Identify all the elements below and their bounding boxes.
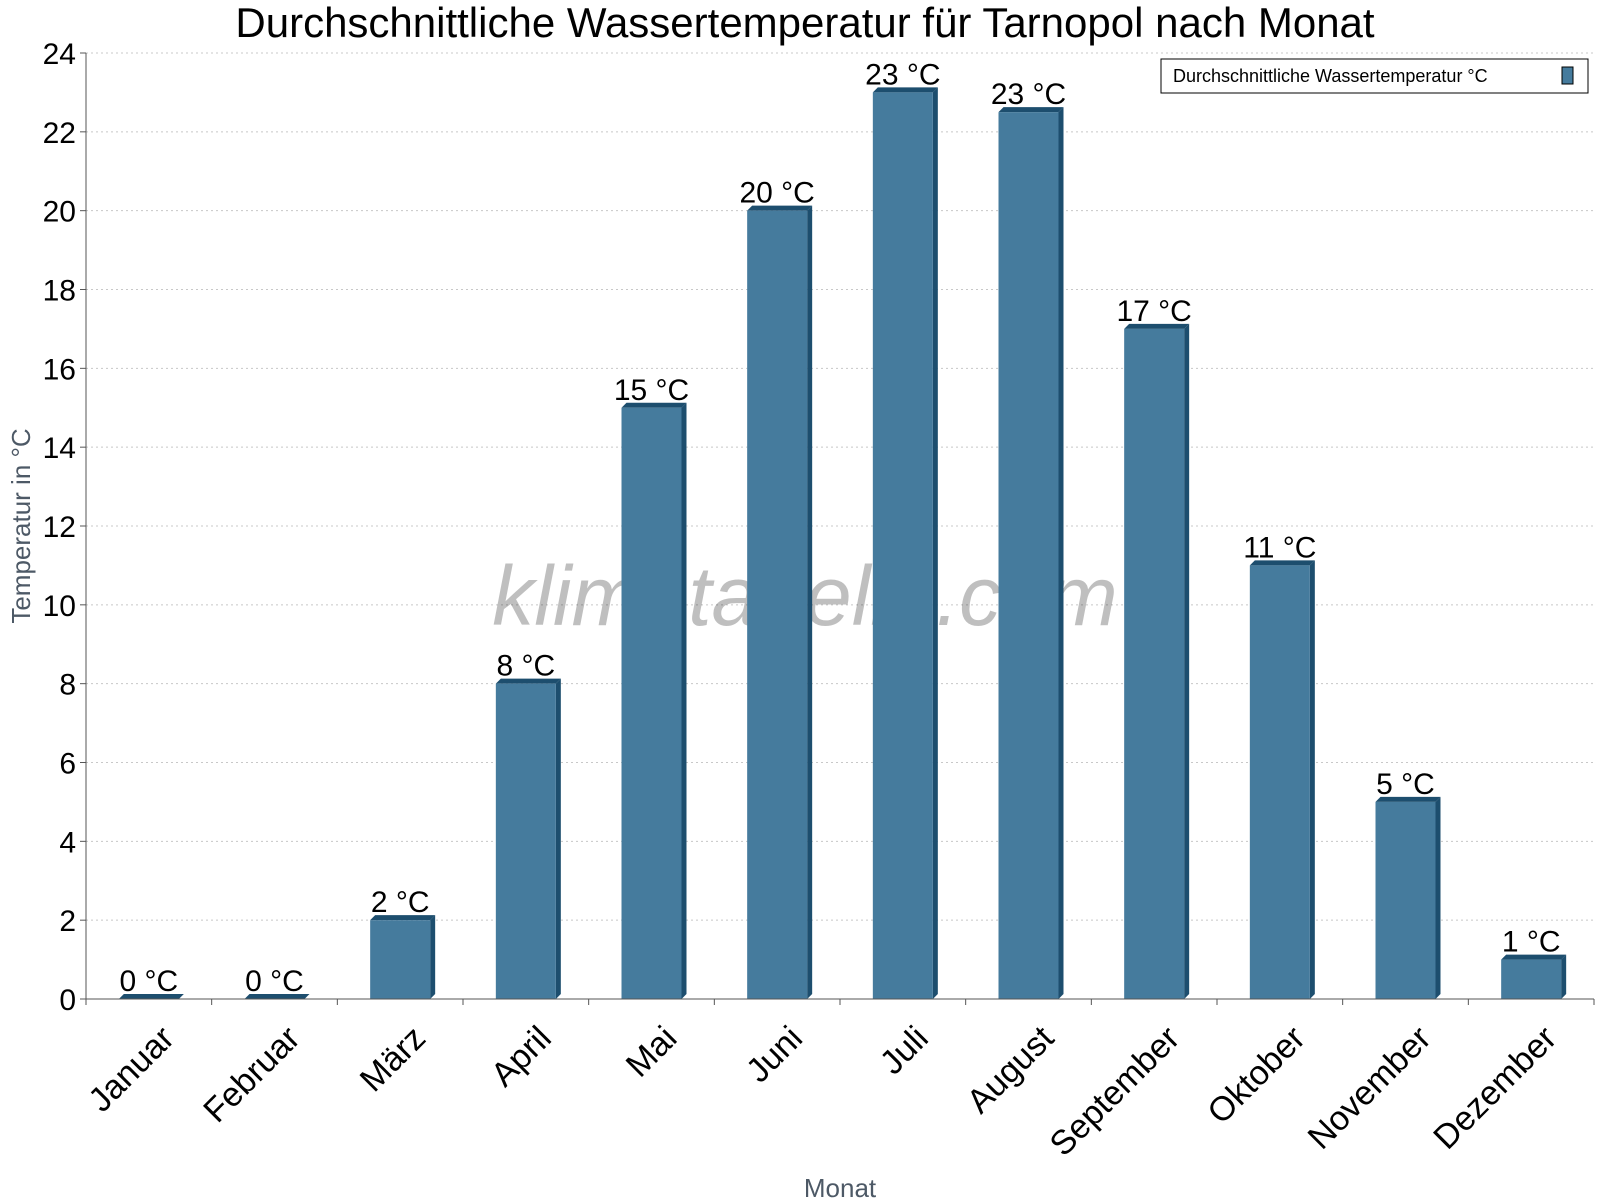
bar: [370, 920, 431, 999]
y-tick-label: 22: [43, 117, 76, 150]
bar: [621, 407, 682, 999]
bar-juni: 20 °C: [739, 177, 815, 999]
data-label: 23 °C: [865, 58, 940, 91]
y-tick-label: 20: [43, 196, 76, 229]
bar-top: [370, 915, 436, 921]
bar-side: [1058, 107, 1064, 999]
bar-oktober: 11 °C: [1243, 531, 1316, 999]
x-tick-label: September: [1043, 1019, 1187, 1163]
y-axis-title: Temperatur in °C: [6, 428, 36, 623]
x-tick-label: April: [484, 1019, 559, 1094]
x-tick-label: Februar: [196, 1019, 307, 1130]
bar-top: [998, 107, 1064, 113]
bar-side: [1561, 954, 1567, 999]
data-label: 2 °C: [371, 886, 430, 919]
y-tick-label: 6: [59, 748, 76, 781]
data-label: 15 °C: [614, 374, 689, 407]
data-label: 1 °C: [1502, 926, 1561, 959]
bar: [1375, 801, 1436, 999]
data-label: 11 °C: [1243, 531, 1316, 564]
bar-top: [872, 87, 938, 93]
bar: [998, 112, 1059, 999]
legend-box: [1160, 58, 1589, 94]
y-tick-label: 4: [59, 826, 76, 859]
legend-swatch: [1561, 66, 1574, 85]
y-tick-label: 16: [43, 353, 76, 386]
y-tick-label: 14: [43, 432, 76, 465]
bar-märz: 2 °C: [370, 886, 436, 999]
x-tick-label: März: [353, 1019, 433, 1099]
bar-side: [430, 915, 436, 999]
bar: [872, 92, 933, 999]
bar-juli: 23 °C: [865, 58, 941, 999]
bar-februar: 0 °C: [244, 965, 310, 999]
bar-august: 23 °C: [991, 78, 1066, 999]
y-tick-label: 18: [43, 275, 76, 308]
bar-top: [1124, 323, 1190, 329]
bar-januar: 0 °C: [118, 965, 184, 999]
grid-lines: [86, 52, 1594, 921]
bar-top: [1501, 954, 1567, 960]
data-label: 0 °C: [245, 965, 304, 998]
data-label: 5 °C: [1376, 768, 1435, 801]
bar-november: 5 °C: [1375, 768, 1441, 999]
bar: [1124, 328, 1185, 1000]
data-label: 8 °C: [496, 650, 555, 683]
bar-dezember: 1 °C: [1501, 926, 1567, 999]
y-tick-label: 8: [59, 669, 76, 702]
bar-side: [932, 87, 938, 999]
bar-top: [1249, 560, 1315, 566]
bar-top: [621, 402, 687, 408]
y-tick-label: 24: [43, 38, 76, 71]
bar-april: 8 °C: [495, 650, 561, 999]
x-axis-title: Monat: [804, 1173, 877, 1200]
bar-series: 0 °C 0 °C 2 °C 8 °C 15 °C 20 °C 23 °C 23 °C 17 °…: [118, 58, 1567, 1000]
x-axis-ticks: Januar Februar März April Mai Juni Juli AugustS…: [81, 999, 1595, 1164]
bar-top: [495, 678, 561, 684]
data-label: 17 °C: [1116, 295, 1191, 328]
bar-top: [118, 994, 184, 999]
x-tick-label: Juni: [739, 1019, 810, 1090]
data-label: 20 °C: [739, 177, 814, 210]
bar: [495, 683, 556, 999]
x-tick-label: Oktober: [1200, 1019, 1312, 1131]
bar-september: 17 °C: [1116, 295, 1192, 1000]
x-tick-label: Dezember: [1426, 1019, 1564, 1157]
y-tick-label: 12: [43, 511, 76, 544]
y-tick-label: 10: [43, 590, 76, 623]
bar-mai: 15 °C: [614, 374, 689, 999]
x-tick-label: Januar: [81, 1019, 181, 1119]
y-tick-label: 0: [59, 984, 76, 1017]
bar-top: [1375, 796, 1441, 802]
x-tick-label: August: [960, 1019, 1062, 1121]
chart-title: Durchschnittliche Wassertemperatur für T…: [235, 0, 1375, 46]
bar-top: [747, 205, 813, 211]
bar-side: [555, 678, 561, 999]
x-tick-label: November: [1301, 1019, 1439, 1157]
legend: Durchschnittliche Wassertemperatur °C: [1160, 58, 1589, 94]
bar-side: [1184, 323, 1190, 1000]
bar: [747, 210, 808, 999]
data-label: 0 °C: [119, 965, 178, 998]
data-label: 23 °C: [991, 78, 1066, 111]
bar-side: [1309, 560, 1315, 999]
bar: [1249, 565, 1310, 999]
x-tick-label: Juli: [873, 1019, 936, 1082]
x-tick-label: Mai: [619, 1019, 685, 1085]
bar-top: [244, 994, 310, 999]
y-tick-label: 2: [59, 905, 76, 938]
bar: [1501, 959, 1562, 999]
legend-label: Durchschnittliche Wassertemperatur °C: [1173, 66, 1488, 86]
bar-side: [1435, 796, 1441, 999]
bar-side: [807, 205, 813, 999]
bar-side: [681, 402, 687, 999]
